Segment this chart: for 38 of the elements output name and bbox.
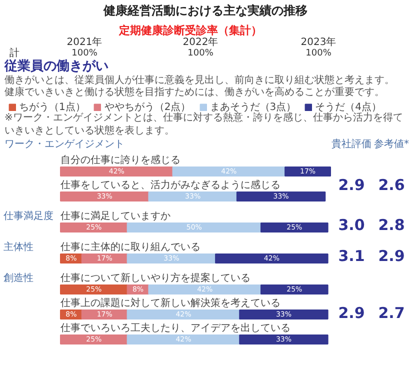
text: ※ワーク・エンゲイジメントとは、仕事に対する熱意・誇りを感じ、仕事から活力を得ていきいきとしている状態を表します。 <box>4 111 403 137</box>
text: 2.9 <box>338 176 365 194</box>
text: 参考値* <box>374 138 409 150</box>
y-tick-label: 仕事について新しいやり方を提案している <box>60 272 250 284</box>
text: 3.1 <box>338 247 365 265</box>
y-tick-label: 仕事に主体的に取り組んでいる <box>60 241 200 253</box>
text: 2023年 <box>300 36 336 48</box>
text: 2022年 <box>182 36 218 48</box>
text: 100% <box>72 48 98 58</box>
text: 3.0 <box>338 216 365 234</box>
text: 2.7 <box>378 304 405 322</box>
text: 貴社評価 <box>332 138 372 150</box>
y-tick-label: 仕事でいろいろ工夫したり、アイデアを出している <box>60 322 290 334</box>
y-tick-label: 仕事をしていると、活力がみなぎるように感じる <box>60 179 280 191</box>
chart-subtitle: 従業員の働きがい <box>4 59 108 74</box>
annotation: ワーク・エンゲイジメント <box>4 139 124 150</box>
y-tick-label: 自分の仕事に誇りを感じる <box>60 154 180 166</box>
text: 100% <box>306 48 332 58</box>
text: 計 <box>10 47 20 59</box>
text: 2.9 <box>378 247 405 265</box>
legend-label: ややちがう（2点） <box>104 100 191 113</box>
text: 定期健康診断受診率（集計） <box>118 24 262 37</box>
legend-label: そうだ（4点） <box>315 100 382 113</box>
text: 2.6 <box>378 176 405 194</box>
text: 主体性 <box>4 241 34 253</box>
text: 2.8 <box>378 216 405 234</box>
text: 仕事満足度 <box>4 210 54 222</box>
legend-label: ちがう（1点） <box>19 100 86 113</box>
text: 働きがいとは、従業員個人が仕事に意義を見出し、前向きに取り組む状態と考えます。 <box>4 74 394 86</box>
y-tick-label: 仕事に満足していますか <box>60 210 170 222</box>
text: 100% <box>188 48 214 58</box>
legend-label: まあそうだ（3点） <box>210 100 296 113</box>
text: 健康でいきいきと働ける状態を目指すためには、働きがいを高めることが重要です。 <box>4 86 384 98</box>
text: 2021年 <box>66 36 102 48</box>
y-tick-label: 仕事上の課題に対して新しい解決策を考えている <box>60 297 280 309</box>
chart-title: 健康経営活動における主な実績の推移 <box>102 4 308 18</box>
text: 2.9 <box>338 304 365 322</box>
text: 創造性 <box>4 272 34 284</box>
